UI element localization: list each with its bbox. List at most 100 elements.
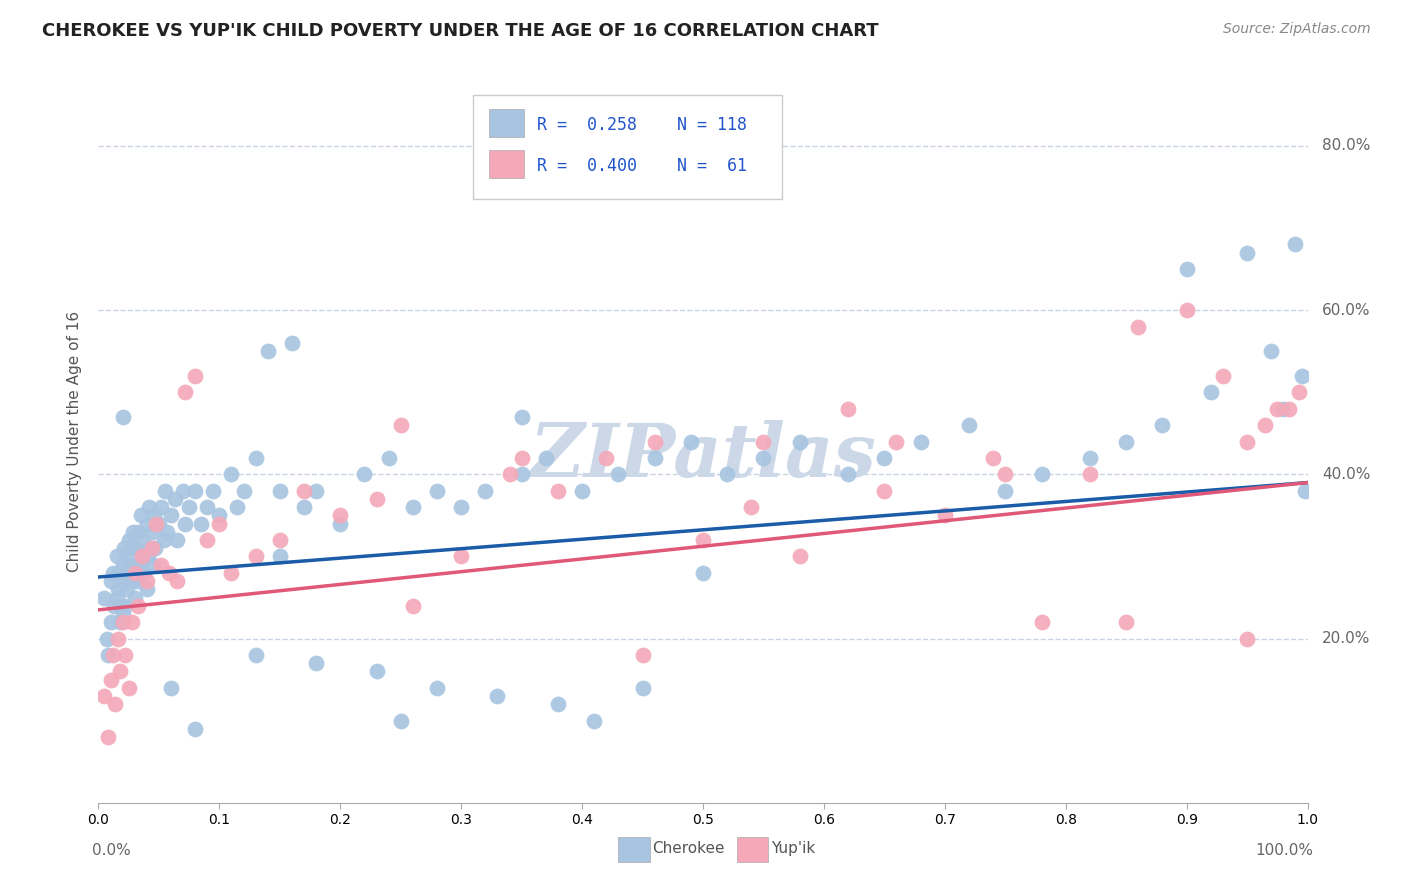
Point: [93, 689, 115, 703]
Point: [1260, 344, 1282, 359]
Point: [1031, 467, 1053, 482]
Point: [547, 483, 569, 498]
Point: [127, 574, 149, 588]
Text: R =  0.400    N =  61: R = 0.400 N = 61: [537, 156, 748, 175]
Point: [269, 483, 291, 498]
Point: [1078, 467, 1101, 482]
Point: [202, 483, 225, 498]
Point: [450, 500, 472, 515]
FancyBboxPatch shape: [619, 838, 650, 862]
Point: [886, 434, 908, 449]
Point: [118, 681, 141, 695]
Point: [486, 689, 509, 703]
Text: Source: ZipAtlas.com: Source: ZipAtlas.com: [1223, 22, 1371, 37]
Point: [789, 434, 811, 449]
Point: [114, 648, 136, 662]
Point: [97, 730, 120, 744]
Text: R =  0.258    N = 118: R = 0.258 N = 118: [537, 116, 748, 134]
Point: [571, 483, 593, 498]
Point: [124, 591, 146, 605]
Text: Yup'ik: Yup'ik: [770, 841, 815, 855]
Point: [389, 418, 412, 433]
Point: [292, 483, 315, 498]
Point: [195, 500, 218, 515]
Point: [510, 409, 533, 424]
Text: 20.0%: 20.0%: [1322, 632, 1371, 646]
Point: [184, 722, 207, 736]
Point: [329, 516, 352, 531]
Point: [141, 541, 163, 556]
Point: [232, 483, 254, 498]
Point: [129, 508, 152, 523]
Point: [179, 500, 201, 515]
Point: [100, 673, 122, 687]
Point: [752, 434, 775, 449]
Point: [160, 508, 183, 523]
Point: [366, 665, 388, 679]
Point: [1288, 385, 1310, 400]
Point: [353, 467, 375, 482]
Point: [256, 344, 278, 359]
Text: 100.0%: 100.0%: [1256, 843, 1313, 857]
Point: [111, 409, 134, 424]
Point: [128, 558, 150, 572]
Point: [195, 533, 218, 547]
Point: [107, 582, 129, 597]
Point: [153, 483, 176, 498]
Point: [166, 533, 188, 547]
Point: [1291, 368, 1313, 383]
Point: [143, 508, 166, 523]
Point: [1272, 401, 1295, 416]
Point: [1284, 237, 1306, 252]
Point: [115, 549, 138, 564]
Point: [141, 524, 163, 539]
Point: [1031, 615, 1053, 630]
Point: [108, 566, 131, 580]
Point: [329, 508, 352, 523]
Point: [269, 533, 291, 547]
Point: [740, 500, 762, 515]
Point: [221, 566, 243, 580]
Text: 60.0%: 60.0%: [1322, 302, 1371, 318]
Point: [127, 524, 149, 539]
Point: [157, 566, 180, 580]
Point: [105, 549, 128, 564]
Point: [138, 500, 160, 515]
Point: [221, 467, 243, 482]
Point: [134, 566, 156, 580]
Point: [994, 483, 1017, 498]
Point: [124, 566, 146, 580]
Point: [152, 533, 174, 547]
Point: [135, 516, 157, 531]
Point: [1254, 418, 1277, 433]
Point: [96, 632, 118, 646]
Point: [172, 483, 194, 498]
Point: [143, 541, 166, 556]
Point: [111, 615, 134, 630]
Point: [100, 615, 122, 630]
Point: [994, 467, 1017, 482]
Point: [474, 483, 496, 498]
Point: [644, 450, 666, 465]
Text: 80.0%: 80.0%: [1322, 138, 1371, 153]
Point: [402, 500, 425, 515]
Point: [190, 516, 212, 531]
Point: [118, 533, 141, 547]
Text: CHEROKEE VS YUP'IK CHILD POVERTY UNDER THE AGE OF 16 CORRELATION CHART: CHEROKEE VS YUP'IK CHILD POVERTY UNDER T…: [42, 22, 879, 40]
Point: [1294, 483, 1316, 498]
Point: [1175, 303, 1198, 318]
Point: [184, 368, 207, 383]
Point: [1267, 401, 1289, 416]
Point: [163, 491, 186, 506]
Point: [124, 558, 146, 572]
Point: [789, 549, 811, 564]
Point: [583, 714, 606, 728]
Point: [631, 681, 654, 695]
Point: [117, 582, 139, 597]
Point: [752, 450, 775, 465]
Point: [377, 450, 399, 465]
Point: [426, 483, 449, 498]
Point: [245, 450, 267, 465]
Point: [121, 574, 143, 588]
Point: [873, 450, 896, 465]
